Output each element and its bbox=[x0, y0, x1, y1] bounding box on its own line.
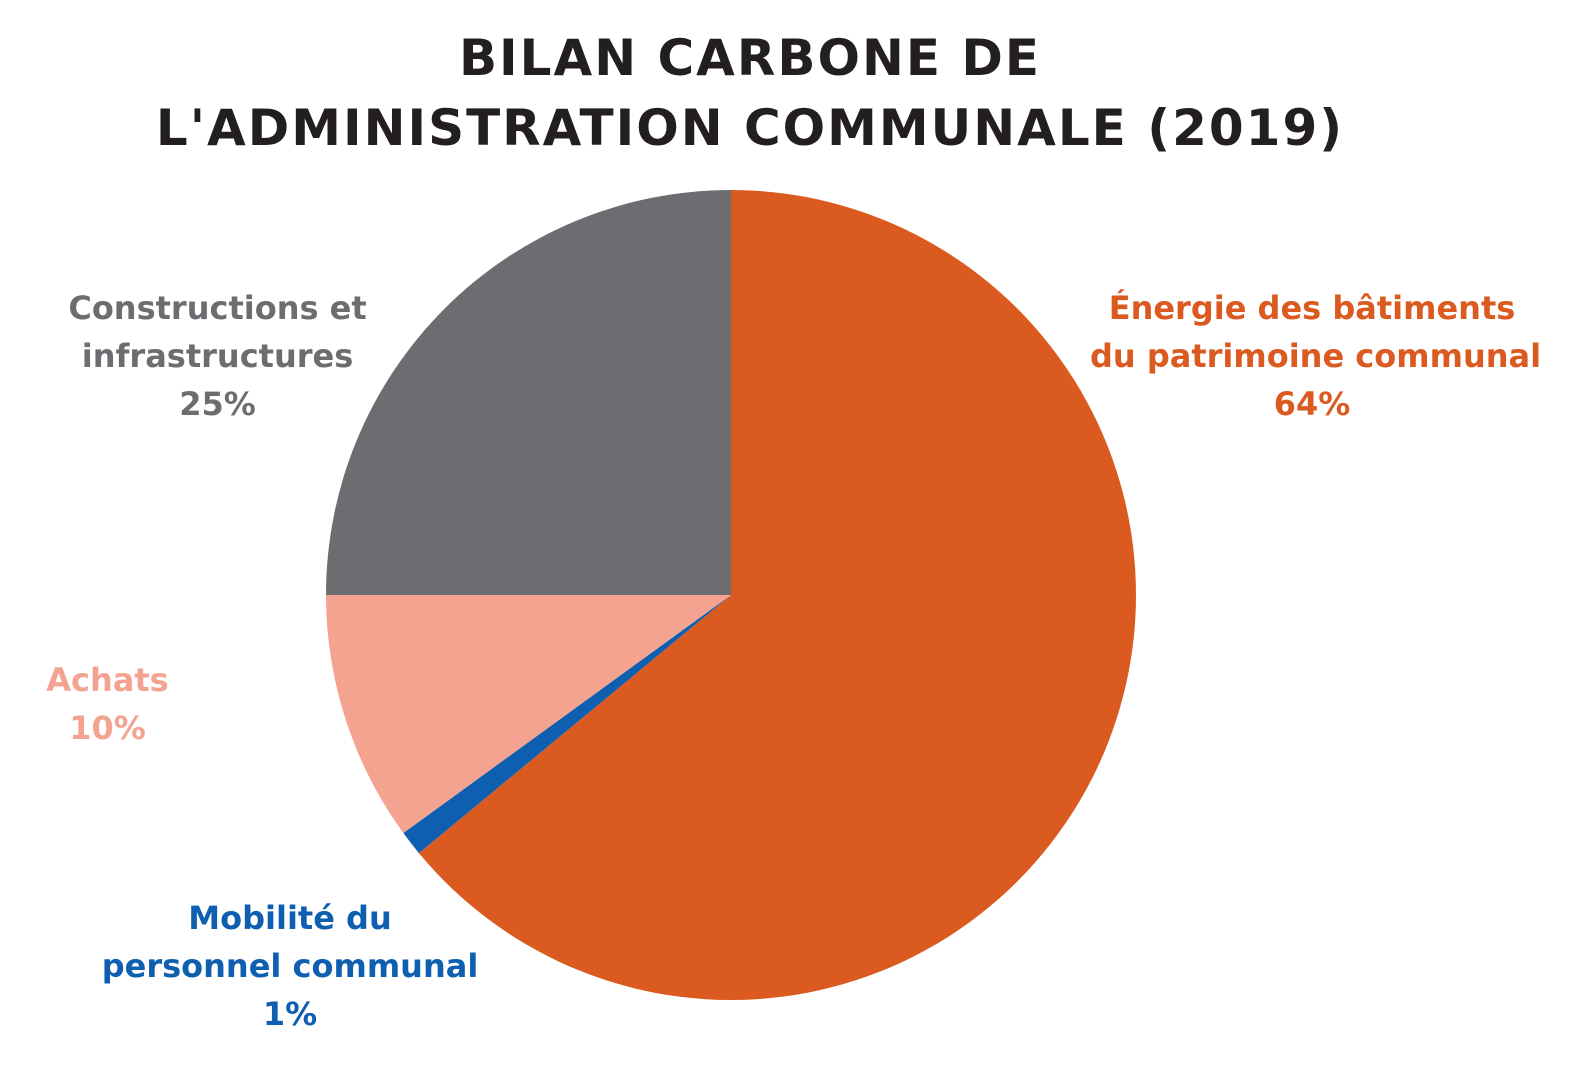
slice-label-mobilite: Mobilité du personnel communal 1% bbox=[85, 894, 495, 1038]
pie-slice-mobilite bbox=[403, 595, 731, 854]
slice-label-mobilite-line-1: Mobilité du bbox=[188, 899, 392, 937]
slice-value-mobilite: 1% bbox=[262, 995, 318, 1033]
pie-slice-constructions bbox=[326, 190, 731, 595]
slice-label-achats-line-1: Achats bbox=[46, 661, 169, 699]
slice-label-achats: Achats 10% bbox=[20, 656, 195, 752]
chart-title-line-1: BILAN CARBONE DE bbox=[458, 29, 1042, 87]
slice-label-constructions: Constructions et infrastructures 25% bbox=[50, 284, 385, 428]
slice-label-constructions-line-1: Constructions et bbox=[68, 289, 367, 327]
pie-slice-achats bbox=[326, 595, 731, 834]
pie-slice-energie bbox=[418, 190, 1136, 1000]
slice-label-energie-line-2: du patrimoine communal bbox=[1090, 337, 1542, 375]
slice-label-constructions-line-2: infrastructures bbox=[81, 337, 354, 375]
chart-title-line-2: L'ADMINISTRATION COMMUNALE (2019) bbox=[155, 99, 1345, 157]
slice-value-achats: 10% bbox=[69, 709, 146, 747]
slice-value-constructions: 25% bbox=[179, 385, 256, 423]
slice-label-energie-line-1: Énergie des bâtiments bbox=[1108, 289, 1516, 327]
slice-value-energie: 64% bbox=[1273, 385, 1351, 423]
slice-label-mobilite-line-2: personnel communal bbox=[101, 947, 479, 985]
slice-label-energie: Énergie des bâtiments du patrimoine comm… bbox=[1090, 284, 1542, 428]
